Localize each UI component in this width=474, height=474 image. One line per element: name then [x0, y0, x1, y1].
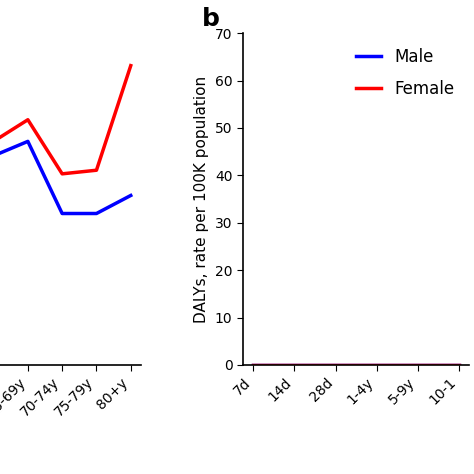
Female: [456, 362, 462, 367]
Male: [250, 362, 256, 367]
Female: [374, 362, 380, 367]
Legend: Male, Female: Male, Female: [349, 42, 461, 104]
Text: b: b: [202, 7, 220, 31]
Male: [456, 362, 462, 367]
Female: [250, 362, 256, 367]
Female: [292, 362, 297, 367]
Female: [333, 362, 338, 367]
Female: [415, 362, 420, 367]
Y-axis label: DALYs, rate per 100K population: DALYs, rate per 100K population: [194, 75, 210, 323]
Male: [292, 362, 297, 367]
Male: [333, 362, 338, 367]
Male: [415, 362, 420, 367]
Male: [374, 362, 380, 367]
